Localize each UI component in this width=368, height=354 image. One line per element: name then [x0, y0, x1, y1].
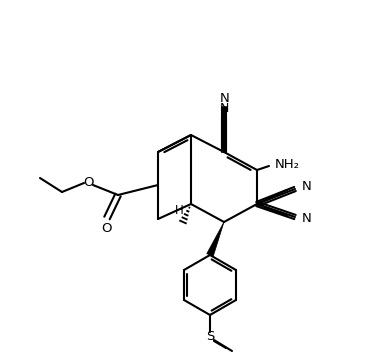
Text: S: S	[206, 331, 214, 343]
Text: N: N	[219, 102, 229, 114]
Text: N: N	[302, 212, 312, 225]
Text: NH₂: NH₂	[275, 158, 300, 171]
Text: N: N	[302, 181, 312, 194]
Text: O: O	[83, 177, 93, 189]
Text: H: H	[175, 204, 183, 217]
Text: N: N	[220, 91, 230, 104]
Text: O: O	[102, 222, 112, 234]
Polygon shape	[207, 222, 224, 256]
